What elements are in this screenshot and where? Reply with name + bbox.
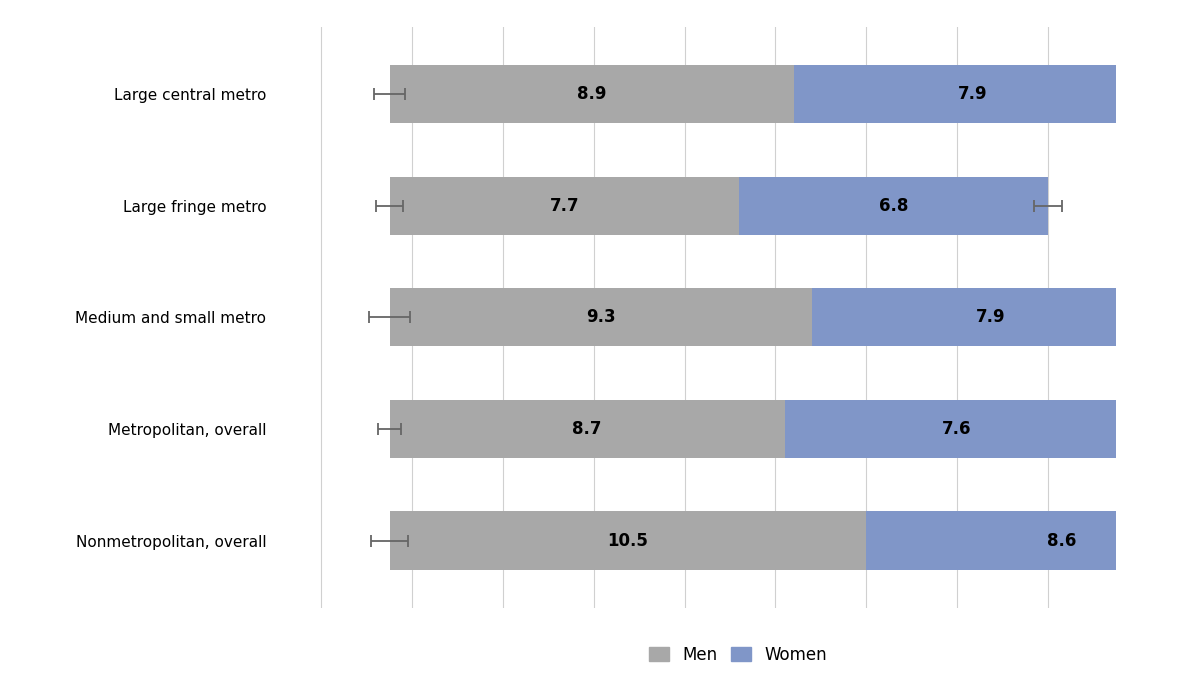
Text: 7.7: 7.7 (550, 196, 580, 215)
Bar (785, 400, 1129, 458)
Bar (793, 65, 1152, 123)
Text: 8.9: 8.9 (577, 85, 606, 103)
Text: 7.6: 7.6 (942, 420, 972, 438)
Bar (390, 65, 793, 123)
Bar (739, 177, 1048, 235)
Bar (390, 400, 785, 458)
Bar (390, 512, 866, 570)
Text: 8.7: 8.7 (572, 420, 601, 438)
Text: 9.3: 9.3 (586, 308, 616, 326)
Text: 10.5: 10.5 (607, 531, 648, 549)
Text: 7.9: 7.9 (977, 308, 1006, 326)
Bar (811, 288, 1170, 346)
Text: 6.8: 6.8 (878, 196, 908, 215)
Bar (866, 512, 1200, 570)
Text: 7.9: 7.9 (958, 85, 988, 103)
Bar (390, 288, 811, 346)
Text: 8.6: 8.6 (1046, 531, 1076, 549)
Legend: Men, Women: Men, Women (642, 639, 834, 670)
Bar (390, 177, 739, 235)
